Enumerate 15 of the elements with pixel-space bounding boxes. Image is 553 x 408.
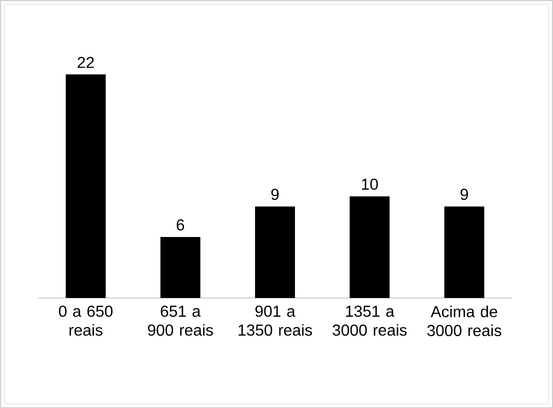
x-tick-label: Acima de 3000 reais [427,305,502,336]
bar [66,74,106,298]
data-label: 6 [176,219,184,230]
bar [160,236,200,298]
x-tick-label: 651 a 900 reais [148,305,213,336]
bar [444,206,484,298]
bar [255,206,295,298]
x-tick-label: 0 a 650 reais [58,305,113,336]
data-label: 22 [78,56,94,68]
data-label: 9 [460,188,468,200]
x-tick-label: 901 a 1350 reais [238,305,312,336]
data-label: 9 [271,188,279,200]
data-label: 10 [362,178,378,190]
x-tick-label: 1351 a 3000 reais [332,305,407,336]
bar [350,196,390,298]
